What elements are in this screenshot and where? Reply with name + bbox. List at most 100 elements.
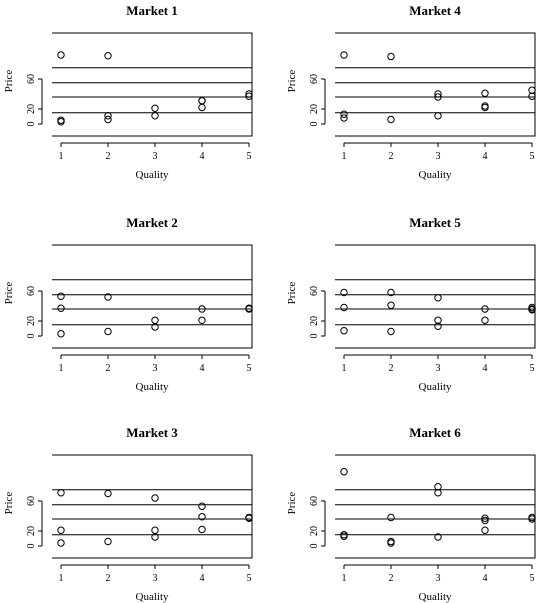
data-point — [481, 316, 489, 324]
data-point — [481, 103, 489, 112]
chart-panel-3: Market 2 0 20 60 Price 1 2 3 4 5 Quality — [3, 215, 253, 393]
y-axis-label: Price — [286, 70, 298, 93]
data-point — [434, 90, 442, 98]
x-tick-label: 1 — [59, 573, 64, 584]
data-point — [528, 86, 536, 94]
x-tick-label: 5 — [247, 363, 252, 374]
data-point — [151, 112, 159, 120]
chart-panel-2: Market 4 0 20 60 Price 1 2 3 4 5 Quality — [286, 3, 536, 181]
x-tick-label: 4 — [483, 363, 488, 374]
x-tick-label: 1 — [342, 573, 347, 584]
data-point — [528, 92, 536, 100]
data-point — [245, 90, 253, 98]
y-tick-label: 0 — [309, 544, 320, 549]
data-point — [387, 52, 395, 61]
chart-panel-5: Market 3 0 20 60 Price 1 2 3 4 5 Quality — [3, 425, 253, 603]
panel-title: Market 1 — [126, 3, 178, 18]
x-tick-label: 2 — [389, 151, 394, 162]
y-axis-label: Price — [3, 492, 15, 515]
panel-title: Market 5 — [409, 215, 461, 230]
y-tick-label: 60 — [309, 74, 320, 84]
data-point — [151, 526, 159, 534]
data-point — [57, 118, 65, 126]
data-point — [340, 114, 348, 122]
panel-title: Market 6 — [409, 425, 461, 440]
data-point — [57, 116, 65, 124]
x-tick-label: 5 — [530, 573, 535, 584]
data-point — [104, 293, 112, 301]
panel-title: Market 3 — [126, 425, 178, 440]
x-tick-label: 5 — [530, 363, 535, 374]
plot-box — [52, 454, 253, 559]
y-tick-label: 20 — [309, 526, 320, 536]
plot-box — [335, 454, 536, 559]
data-point — [387, 513, 395, 522]
y-tick-label: 0 — [26, 334, 37, 339]
data-point — [481, 514, 489, 522]
y-tick-label: 20 — [309, 316, 320, 326]
data-point — [198, 502, 206, 510]
x-tick-label: 3 — [153, 573, 158, 584]
x-axis-label: Quality — [419, 381, 452, 393]
data-point — [245, 514, 253, 522]
y-tick-label: 20 — [26, 526, 37, 536]
x-axis-label: Quality — [136, 381, 169, 393]
data-point — [245, 92, 253, 100]
data-point — [198, 103, 206, 112]
data-point — [434, 112, 442, 120]
data-point — [198, 97, 206, 105]
chart-panel-1: Market 1 0 20 60 Price 1 2 3 4 5 Quality — [3, 3, 253, 181]
y-tick-label: 20 — [26, 316, 37, 326]
y-tick-label: 0 — [309, 334, 320, 339]
data-point — [387, 288, 395, 297]
chart-panel-4: Market 5 0 20 60 Price 1 2 3 4 5 Quality — [286, 215, 536, 393]
chart-panel-6: Market 6 0 20 60 Price 1 2 3 4 5 Quality — [286, 425, 536, 603]
plot-box — [52, 244, 253, 349]
data-point — [198, 525, 206, 534]
data-point — [198, 305, 206, 313]
data-point — [528, 306, 536, 314]
x-tick-label: 1 — [342, 151, 347, 162]
data-point — [104, 489, 112, 498]
y-axis-label: Price — [3, 282, 15, 305]
x-axis-label: Quality — [419, 169, 452, 181]
data-point — [245, 305, 253, 313]
plot-box — [335, 32, 536, 137]
data-point — [387, 327, 395, 336]
data-point — [387, 115, 395, 124]
data-point — [151, 494, 159, 502]
data-point — [104, 115, 112, 124]
x-tick-label: 4 — [483, 151, 488, 162]
x-tick-label: 2 — [106, 363, 111, 374]
y-tick-label: 20 — [26, 104, 37, 114]
plot-box — [52, 32, 253, 137]
y-tick-label: 60 — [26, 74, 37, 84]
x-tick-label: 1 — [59, 151, 64, 162]
x-tick-label: 2 — [106, 151, 111, 162]
plot-box — [335, 244, 536, 349]
y-tick-label: 0 — [26, 544, 37, 549]
data-point — [57, 489, 65, 497]
x-tick-label: 2 — [106, 573, 111, 584]
data-point — [434, 316, 442, 324]
data-point — [340, 468, 348, 476]
x-tick-label: 3 — [436, 573, 441, 584]
y-tick-label: 20 — [309, 104, 320, 114]
data-point — [481, 89, 489, 97]
data-point — [104, 112, 112, 120]
data-point — [481, 516, 489, 525]
y-tick-label: 60 — [309, 496, 320, 506]
data-point — [434, 489, 442, 497]
x-axis-label: Quality — [136, 591, 169, 603]
data-point — [434, 294, 442, 302]
y-tick-label: 60 — [26, 496, 37, 506]
data-point — [481, 526, 489, 534]
data-point — [434, 322, 442, 330]
panel-title: Market 4 — [409, 3, 461, 18]
data-point — [481, 102, 489, 110]
data-point — [198, 513, 206, 521]
y-tick-label: 0 — [26, 122, 37, 127]
x-tick-label: 3 — [153, 363, 158, 374]
data-point — [434, 483, 442, 491]
